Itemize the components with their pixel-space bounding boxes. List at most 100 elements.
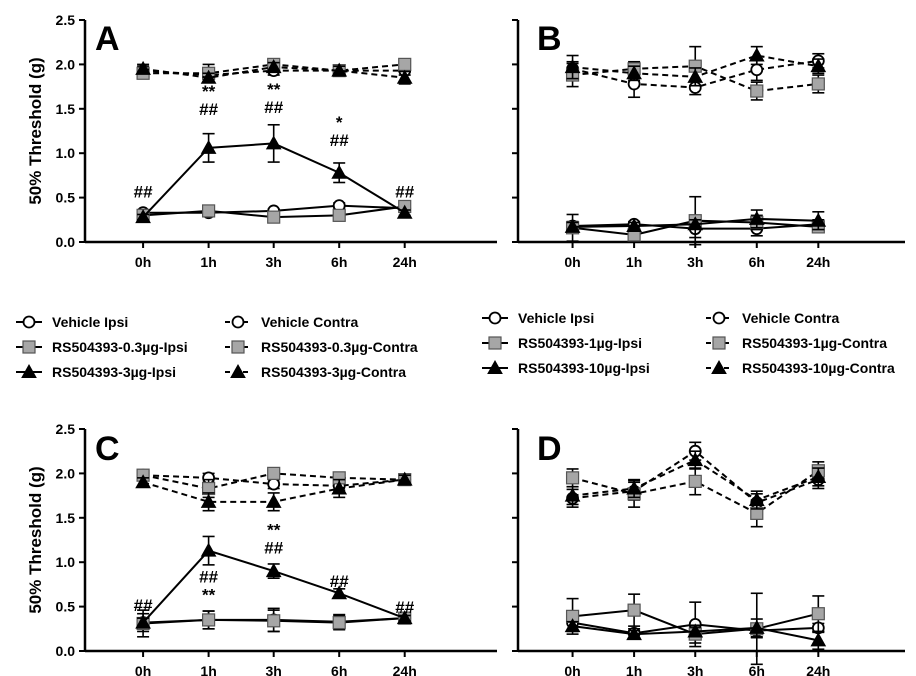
legend-marker — [711, 359, 727, 374]
legend-marker — [231, 340, 245, 354]
legend-label: RS504393-10µg-Contra — [742, 360, 895, 376]
legend-item-vehicle-ipsi: Vehicle Ipsi — [16, 314, 128, 330]
significance-marker: ## — [264, 538, 283, 557]
significance-marker: ** — [267, 520, 281, 539]
x-tick-label: 0h — [135, 254, 151, 270]
data-point — [748, 492, 765, 507]
significance-marker: ## — [134, 596, 153, 615]
legend-label: Vehicle Contra — [261, 314, 358, 330]
significance-marker: ## — [395, 183, 414, 202]
data-point — [811, 607, 825, 621]
data-point — [396, 610, 413, 625]
data-point — [398, 57, 412, 72]
significance-marker: ## — [395, 598, 414, 617]
data-point — [810, 58, 827, 73]
data-point — [627, 603, 641, 617]
data-point — [200, 69, 217, 84]
legend-item-rs504393-10ug-ipsi: RS504393-10µg-Ipsi — [482, 359, 650, 376]
data-point — [564, 59, 581, 74]
data-point — [331, 585, 348, 600]
data-point — [748, 619, 765, 634]
legend-item-rs504393-1ug-contra: RS504393-1µg-Contra — [706, 335, 887, 351]
data-point — [750, 63, 764, 77]
legend-label: Vehicle Contra — [742, 310, 839, 326]
x-tick-label: 24h — [806, 663, 830, 676]
y-tick-label: 0.0 — [56, 234, 76, 250]
significance-marker: ** — [202, 585, 216, 604]
significance-marker: ## — [264, 98, 283, 117]
y-tick-label: 1.0 — [56, 554, 76, 570]
data-point — [810, 468, 827, 483]
legend-label: Vehicle Ipsi — [52, 314, 128, 330]
x-tick-label: 1h — [626, 254, 642, 270]
series-rs504393-0-3ug-ipsi-ipsi — [136, 609, 412, 638]
significance-marker: ## — [199, 100, 218, 119]
data-point — [135, 209, 151, 224]
panel-letter: C — [95, 430, 120, 468]
y-tick-label: 0.0 — [56, 643, 76, 659]
y-tick-label: 1.0 — [56, 145, 76, 161]
data-point — [396, 471, 413, 486]
x-tick-label: 0h — [564, 254, 580, 270]
legend-item-vehicle-contra: Vehicle Contra — [706, 310, 839, 326]
legend-label: RS504393-0.3µg-Contra — [261, 339, 418, 355]
y-tick-label: 1.5 — [56, 510, 76, 526]
data-point — [135, 614, 151, 629]
data-point — [202, 204, 216, 218]
legend-marker — [230, 363, 246, 378]
panel-letter: D — [537, 430, 562, 468]
legend-marker — [487, 359, 503, 374]
data-point — [810, 212, 827, 227]
x-tick-label: 3h — [266, 254, 282, 270]
legend-left: Vehicle Ipsi Vehicle Contra RS504393-0.3µg… — [16, 314, 418, 380]
data-point — [331, 62, 348, 77]
data-point — [135, 60, 151, 75]
series-rs504393-3ug-contra-contra — [135, 471, 413, 512]
x-tick-label: 3h — [687, 254, 703, 270]
data-point — [810, 632, 827, 647]
x-tick-label: 6h — [749, 663, 765, 676]
data-point — [332, 208, 346, 222]
series-rs504393-3ug-contra-contra — [135, 59, 413, 85]
legend-label: RS504393-1µg-Contra — [742, 335, 887, 351]
panel-letter: B — [537, 20, 562, 58]
series-rs504393-3ug-ipsi-ipsi — [135, 535, 413, 629]
significance-marker: ** — [267, 80, 281, 99]
data-point — [265, 59, 282, 74]
legend-item-rs504393-3ug-ipsi: RS504393-3µg-Ipsi — [16, 363, 176, 380]
y-tick-label: 2.0 — [56, 56, 76, 72]
x-tick-label: 0h — [564, 663, 580, 676]
x-tick-label: 24h — [393, 663, 417, 676]
legend-item-vehicle-contra: Vehicle Contra — [225, 314, 358, 330]
legend-label: RS504393-3µg-Contra — [261, 364, 406, 380]
data-point — [135, 474, 151, 489]
data-point — [626, 626, 642, 641]
data-point — [267, 210, 281, 224]
x-tick-label: 3h — [687, 663, 703, 676]
panel-letter: A — [95, 20, 120, 58]
significance-marker: * — [336, 113, 343, 132]
legend-marker — [21, 363, 37, 378]
data-point — [748, 210, 765, 225]
y-tick-label: 0.5 — [56, 599, 76, 615]
data-point — [626, 480, 642, 495]
significance-marker: ## — [199, 567, 218, 586]
y-tick-label: 1.5 — [56, 101, 76, 117]
legend-marker — [712, 311, 726, 325]
legend-label: RS504393-3µg-Ipsi — [52, 364, 176, 380]
legend-label: Vehicle Ipsi — [518, 310, 594, 326]
data-point — [267, 614, 281, 628]
legend-item-rs504393-3ug-contra: RS504393-3µg-Contra — [225, 363, 406, 380]
data-point — [688, 474, 702, 488]
legend-item-vehicle-ipsi: Vehicle Ipsi — [482, 310, 594, 326]
x-tick-label: 1h — [200, 254, 216, 270]
data-point — [748, 47, 765, 62]
significance-marker: ## — [134, 183, 153, 202]
significance-marker: ** — [202, 82, 216, 101]
data-point — [564, 487, 581, 502]
legend-item-rs504393-1ug-ipsi: RS504393-1µg-Ipsi — [482, 335, 642, 351]
legend-label: RS504393-10µg-Ipsi — [518, 360, 650, 376]
x-tick-label: 6h — [331, 663, 347, 676]
y-axis-title: 50% Threshold (g) — [26, 466, 45, 613]
panel-a: 0.0 0.5 1.0 1.5 2.0 2.5 0h 1h 3h 6h 24h 50% Thresho… — [26, 12, 497, 270]
